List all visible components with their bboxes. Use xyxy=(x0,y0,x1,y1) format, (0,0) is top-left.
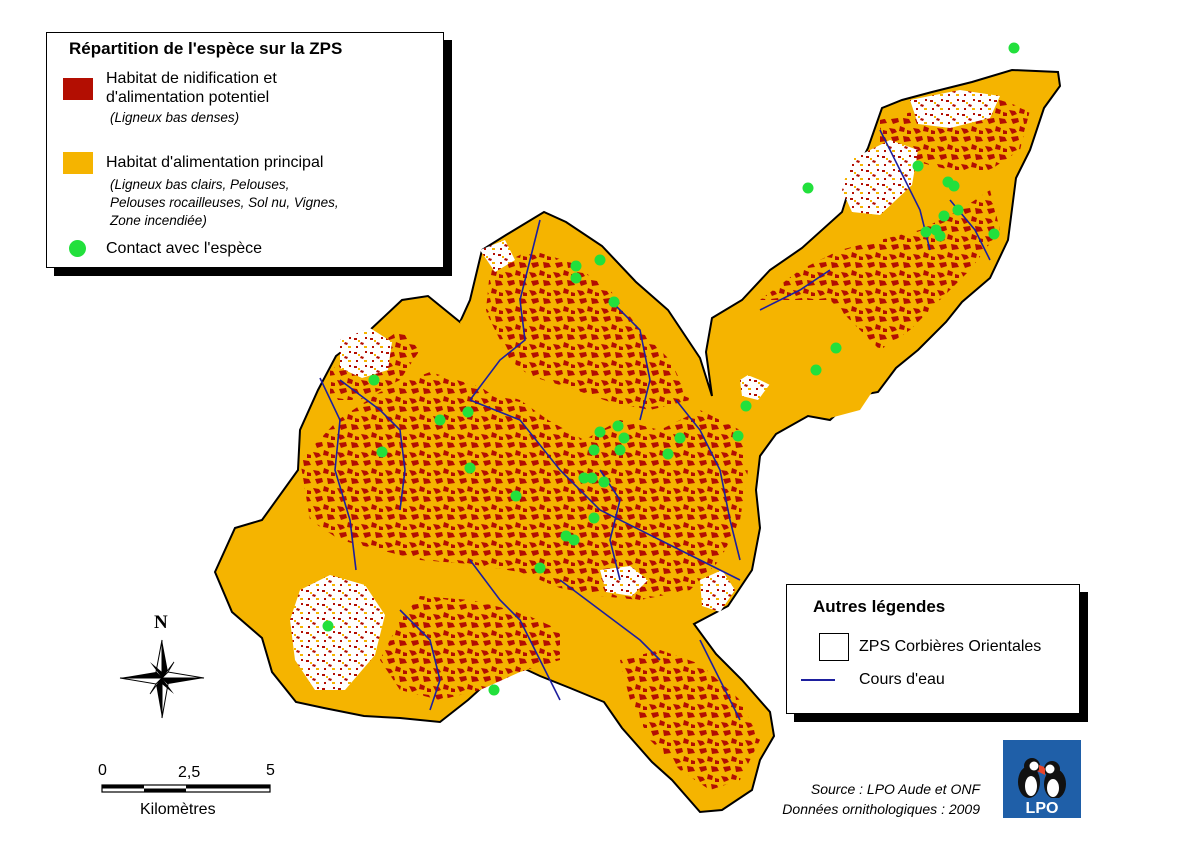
contact-point xyxy=(662,448,674,460)
contact-point xyxy=(912,160,924,172)
contact-point xyxy=(570,260,582,272)
scale-unit: Kilomètres xyxy=(140,801,216,818)
lpo-logo: LPO xyxy=(1003,740,1081,818)
habitat-legend: Répartition de l'espèce sur la ZPS Habit… xyxy=(46,32,444,268)
contact-point xyxy=(594,426,606,438)
contact-point xyxy=(464,462,476,474)
contact-point xyxy=(934,230,946,242)
contact-point xyxy=(534,562,546,574)
other-legend-title: Autres légendes xyxy=(813,597,946,616)
contact-point xyxy=(570,272,582,284)
contact-point xyxy=(588,444,600,456)
nesting-habitat-detail: (Ligneux bas denses) xyxy=(110,110,240,125)
contact-point xyxy=(938,210,950,222)
contact-point xyxy=(368,374,380,386)
source-credit: Source : LPO Aude et ONF Données ornitho… xyxy=(752,779,980,819)
contact-point xyxy=(578,472,590,484)
contact-point xyxy=(612,420,624,432)
contact-point xyxy=(948,180,960,192)
nesting-habitat-label-line2: d'alimentation potentiel xyxy=(106,89,270,106)
contact-points xyxy=(322,42,1020,696)
contact-point xyxy=(740,400,752,412)
contact-point xyxy=(618,432,630,444)
contact-point xyxy=(598,476,610,488)
puffin-icon: LPO xyxy=(1005,742,1079,817)
contact-point xyxy=(462,406,474,418)
scale-bar xyxy=(101,784,271,793)
river-swatch xyxy=(801,679,835,681)
contact-point xyxy=(810,364,822,376)
contact-point xyxy=(802,182,814,194)
contact-point xyxy=(920,226,932,238)
source-line-2: Données ornithologiques : 2009 xyxy=(782,801,980,817)
contact-point xyxy=(1008,42,1020,54)
contact-point xyxy=(588,512,600,524)
north-arrow xyxy=(119,639,205,719)
contact-point xyxy=(614,444,626,456)
contact-point xyxy=(376,446,388,458)
contact-point xyxy=(488,684,500,696)
contact-point xyxy=(608,296,620,308)
contact-point xyxy=(732,430,744,442)
nesting-habitat-label-line1: Habitat de nidification et xyxy=(106,70,277,87)
legend-title: Répartition de l'espèce sur la ZPS xyxy=(69,39,343,58)
contact-point xyxy=(988,228,1000,240)
scale-tick-2-5: 2,5 xyxy=(178,764,201,781)
contact-point xyxy=(568,534,580,546)
river-label: Cours d'eau xyxy=(859,671,945,688)
feeding-habitat-detail-2: Pelouses rocailleuses, Sol nu, Vignes, xyxy=(110,195,339,210)
open-areas xyxy=(290,90,1000,690)
other-legend: Autres légendes ZPS Corbières Orientales… xyxy=(786,584,1080,714)
contact-point xyxy=(952,204,964,216)
nesting-habitat-swatch xyxy=(63,78,93,100)
scale-tick-5: 5 xyxy=(266,762,275,779)
contact-label: Contact avec l'espèce xyxy=(106,240,263,257)
contact-point xyxy=(586,472,598,484)
contact-swatch xyxy=(69,240,86,257)
contact-point xyxy=(322,620,334,632)
feeding-habitat-detail-1: (Ligneux bas clairs, Pelouses, xyxy=(110,177,290,192)
feeding-patch xyxy=(460,300,520,400)
zps-swatch xyxy=(819,633,849,661)
contact-point xyxy=(594,254,606,266)
contact-point xyxy=(674,432,686,444)
contact-point xyxy=(830,342,842,354)
contact-point xyxy=(434,414,446,426)
scale-tick-0: 0 xyxy=(98,762,107,779)
source-line-1: Source : LPO Aude et ONF xyxy=(810,781,980,797)
feeding-habitat-detail-3: Zone incendiée) xyxy=(110,213,207,228)
contact-point xyxy=(510,490,522,502)
feeding-plain xyxy=(722,318,880,418)
feeding-habitat-label: Habitat d'alimentation principal xyxy=(106,154,324,171)
north-label: N xyxy=(154,612,168,633)
zps-label: ZPS Corbières Orientales xyxy=(859,638,1042,655)
feeding-habitat-swatch xyxy=(63,152,93,174)
logo-text: LPO xyxy=(1026,800,1059,816)
